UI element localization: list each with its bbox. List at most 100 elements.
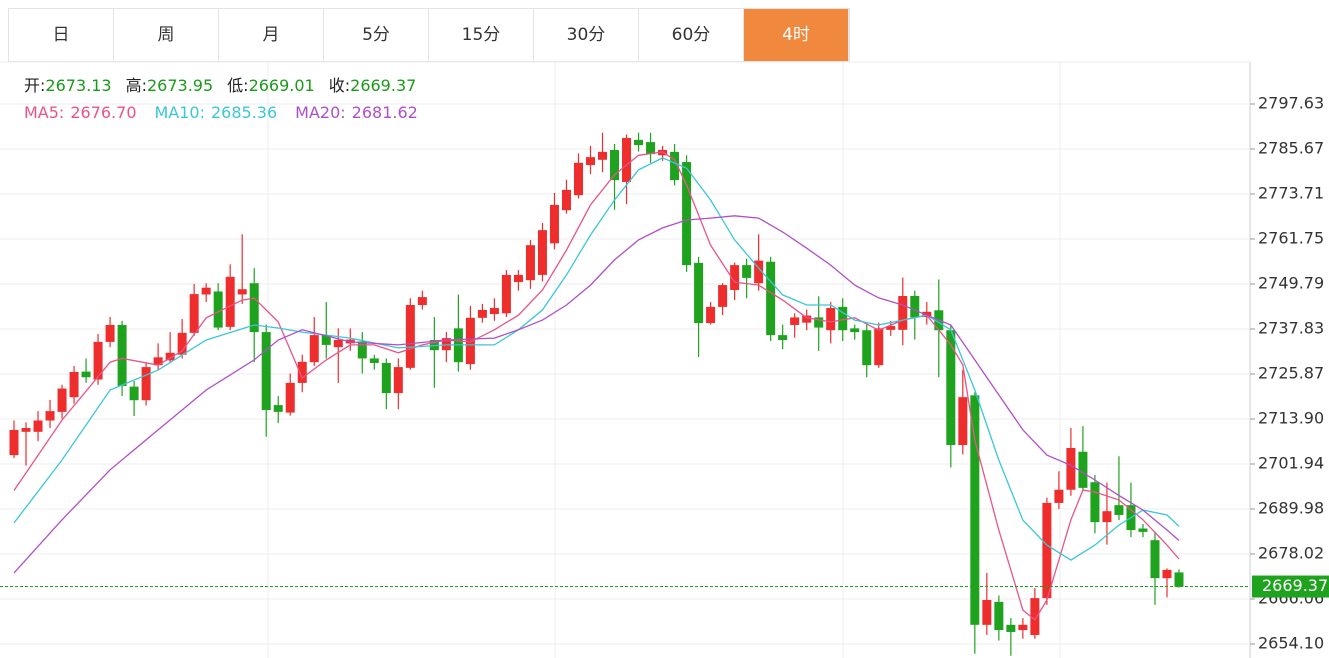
candle-body [1030,598,1040,635]
candle-body [778,335,788,341]
candle-body [393,367,403,394]
candle-body [922,311,932,318]
y-tick-label: 2713.90 [1258,409,1324,428]
candle-body [1078,451,1088,488]
candle-body [622,137,632,182]
candle-body [93,341,103,380]
y-tick-label: 2678.02 [1258,544,1324,563]
candle-body [489,308,499,315]
legend-name: MA5: [24,103,64,122]
candle-body [838,306,848,331]
candle-body [754,260,764,284]
candle-body [598,151,608,160]
info-value: 2669.37 [350,76,416,95]
y-tick-label: 2797.63 [1258,93,1324,112]
candle-body [213,291,223,328]
candle-body [513,274,523,283]
period-tab[interactable]: 30分 [534,9,639,61]
candle-body [477,309,487,318]
candle-body [105,324,115,342]
candle-body [850,328,860,333]
info-label: 低: [227,76,248,95]
candle-body [549,204,559,244]
candle-body [285,382,295,413]
info-value: 2669.01 [249,76,315,95]
y-tick-label: 2689.98 [1258,499,1324,518]
legend-value: 2676.70 [70,103,136,122]
period-tab[interactable]: 4时 [744,9,849,61]
candle-body [1066,447,1076,490]
candle-body [898,295,908,330]
candle-body [1114,505,1124,515]
candle-body [1138,528,1148,532]
legend-value: 2681.62 [352,103,418,122]
candle-body [21,428,31,432]
candle-body [970,395,980,625]
ohlc-info: 开:2673.13 高:2673.95 低:2669.01 收:2669.37 [24,76,416,95]
ma-line [13,215,1180,574]
candle-body [802,315,812,323]
candle-body [9,429,19,456]
candle-body [670,151,680,181]
candle-body [874,328,884,366]
candle-body [826,308,836,331]
candle-body [1162,569,1172,579]
info-label: 开: [24,76,45,95]
candle-body [1054,489,1064,503]
candle-body [1018,624,1028,631]
candle-body [141,367,151,401]
candle-body [525,245,535,281]
candle-body [441,338,451,351]
candle-body [718,285,728,307]
ma-line [13,151,1180,621]
current-price-label: 2669.37 [1262,576,1328,595]
candle-body [309,335,319,363]
info-value: 2673.13 [45,76,111,95]
candle-body [730,265,740,290]
period-tab[interactable]: 5分 [324,9,429,61]
period-tab[interactable]: 15分 [429,9,534,61]
candle-body [1042,502,1052,599]
candle-body [1090,482,1100,523]
candle-body [886,326,896,330]
candle-body [33,420,43,432]
candle-body [237,289,247,295]
candle-body [357,341,367,359]
period-tab[interactable]: 月 [219,9,324,61]
y-tick-label: 2737.83 [1258,318,1324,337]
candle-body [333,340,343,348]
candle-body [261,332,271,410]
candle-body [201,287,211,295]
candle-body [417,297,427,306]
legend-name: MA10: [155,103,206,122]
candle-body [273,405,283,412]
candle-body [297,361,307,383]
period-tab[interactable]: 60分 [639,9,744,61]
candle-body [381,362,391,394]
candle-body [69,371,79,398]
period-tab[interactable]: 日 [9,9,114,61]
candle-body [958,397,968,445]
candle-body [189,294,199,333]
y-tick-label: 2654.10 [1258,634,1324,653]
ma-line [13,157,1180,561]
candle-body [910,295,920,318]
candle-body [790,317,800,325]
candle-body [129,386,139,401]
candle-body [694,262,704,324]
candle-body [646,142,656,155]
candle-body [369,358,379,363]
candle-body [45,411,55,421]
candle-body [177,332,187,355]
candle-body [117,324,127,386]
y-tick-label: 2725.87 [1258,363,1324,382]
candle-body [610,150,620,181]
period-tab[interactable]: 周 [114,9,219,61]
candle-body [706,306,716,324]
info-label: 高: [126,76,147,95]
y-tick-label: 2701.94 [1258,454,1324,473]
candle-body [682,162,692,266]
current-price-box [1252,575,1329,598]
legend-name: MA20: [295,103,346,122]
